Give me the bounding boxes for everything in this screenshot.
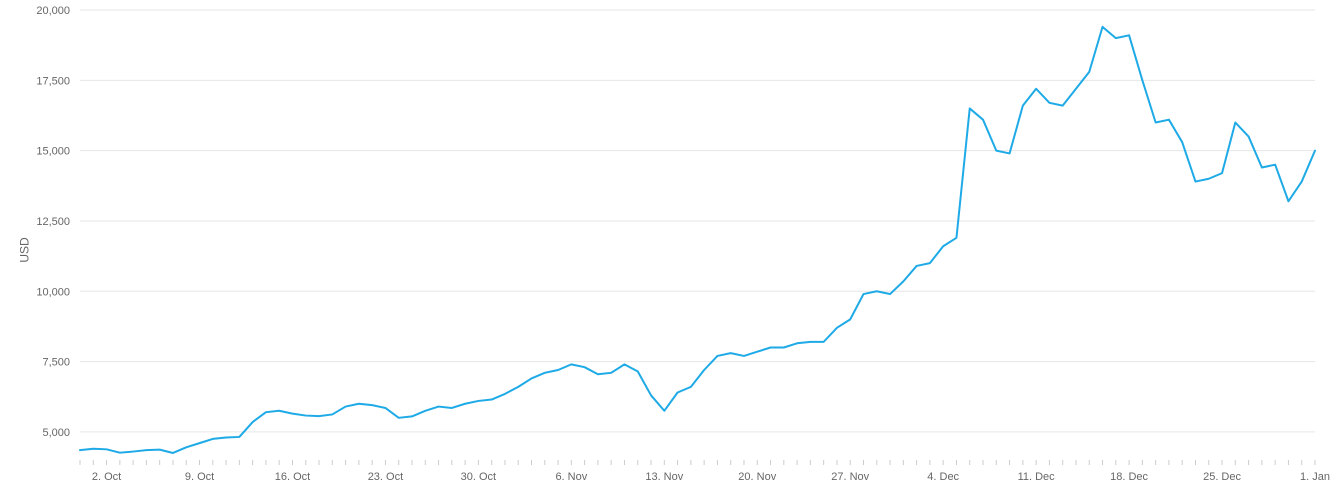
price-chart: USD 5,000 7,500 10,000 12,500 15,000 17,500 20… (0, 0, 1335, 501)
y-tick-label: 5,000 (42, 427, 70, 439)
y-axis-title: USD (18, 237, 32, 262)
y-tick-label: 12,500 (36, 216, 70, 228)
x-tick-label: 11. Dec (1018, 471, 1056, 483)
x-tick-label: 2. Oct (92, 471, 121, 483)
x-tick-label: 4. Dec (927, 471, 959, 483)
x-tick-label: 23. Oct (368, 471, 403, 483)
x-tick-label: 27. Nov (831, 471, 869, 483)
x-tick-label: 30. Oct (461, 471, 496, 483)
x-tick-label: 6. Nov (555, 471, 587, 483)
x-tick-label: 20. Nov (738, 471, 776, 483)
x-tick-label: 13. Nov (645, 471, 683, 483)
x-tick-label: 25. Dec (1203, 471, 1241, 483)
chart-svg: 5,000 7,500 10,000 12,500 15,000 17,500 20,000… (0, 0, 1335, 501)
y-tick-label: 20,000 (36, 5, 70, 17)
x-tick-label: 1. Jan (1300, 471, 1330, 483)
price-series-line (80, 27, 1315, 453)
x-tick-label: 18. Dec (1110, 471, 1148, 483)
y-tick-label: 17,500 (36, 75, 70, 87)
y-tick-label: 15,000 (36, 146, 70, 158)
x-tick-label: 16. Oct (275, 471, 310, 483)
y-tick-label: 7,500 (42, 357, 70, 369)
x-tick-label: 9. Oct (185, 471, 214, 483)
y-tick-label: 10,000 (36, 286, 70, 298)
